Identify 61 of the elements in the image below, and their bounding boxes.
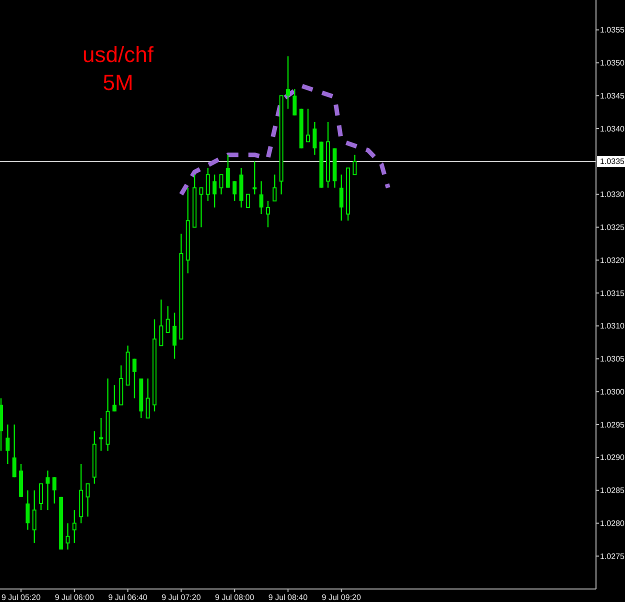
line-series [178,84,390,197]
y-tick-label: 1.0280 [600,519,625,528]
ref-line-label: 1.0335 [600,157,625,166]
candlestick [86,483,90,518]
candlestick [232,180,237,202]
candlestick [46,470,50,511]
text: usd/chf [82,42,154,67]
y-tick-label: 1.0330 [600,190,625,200]
y-tick-label: 1.0315 [600,288,625,298]
candlestick [339,174,344,222]
candlestick [26,490,30,530]
candlestick [66,522,70,550]
candlestick [219,174,224,195]
text: 5M [102,70,134,95]
candlestick [286,56,290,110]
x-tick-label: 9 Jul 06:40 [108,593,148,602]
candlestick [32,490,36,544]
candlestick [6,424,10,465]
x-tick-label: 9 Jul 07:20 [162,593,202,602]
candlestick [246,194,250,208]
x-tick-label: 9 Jul 08:40 [268,593,308,602]
y-tick-label: 1.0345 [600,91,625,100]
y-tick-label: 1.0285 [600,486,625,496]
candlestick [52,476,56,504]
candlestick [266,200,270,228]
candlestick [252,160,257,195]
x-tick-label: 9 Jul 09:20 [322,593,362,602]
candlestick [12,424,16,478]
candlestick [259,180,264,215]
x-tick-label: 9 Jul 05:20 [1,593,42,602]
candlestick [199,187,204,228]
y-tick-label: 1.0290 [600,453,625,462]
y-tick-label: 1.0295 [600,420,625,430]
y-tick-label: 1.0310 [600,322,625,331]
candlestick [172,312,177,360]
candlestick [39,483,44,511]
candlestick [112,384,116,412]
candlestick [352,154,357,176]
y-tick-label: 1.0300 [600,387,625,396]
y-tick-label: 1.0305 [600,354,625,364]
candlestick [72,509,76,544]
candlestick [132,358,136,399]
x-tick-label: 9 Jul 06:00 [54,593,95,602]
x-tick-label: 9 Jul 08:00 [215,593,255,602]
candlestick [99,417,104,452]
candlestick [212,174,217,208]
candlestick [166,306,170,334]
candlestick [306,108,310,142]
y-tick-label: 1.0350 [600,58,625,68]
y-tick-label: 1.0325 [600,223,625,232]
candlestick [292,88,297,116]
candlestick [312,121,317,156]
y-tick-label: 1.0340 [600,124,625,134]
y-tick-label: 1.0355 [600,26,625,35]
y-tick-label: 1.0320 [600,256,625,265]
candlestick [146,378,150,419]
candlestick [206,167,210,202]
candlestick [272,174,277,202]
y-tick-label: 1.0275 [600,552,625,561]
candlestick [226,154,230,188]
candlestick [159,298,164,346]
